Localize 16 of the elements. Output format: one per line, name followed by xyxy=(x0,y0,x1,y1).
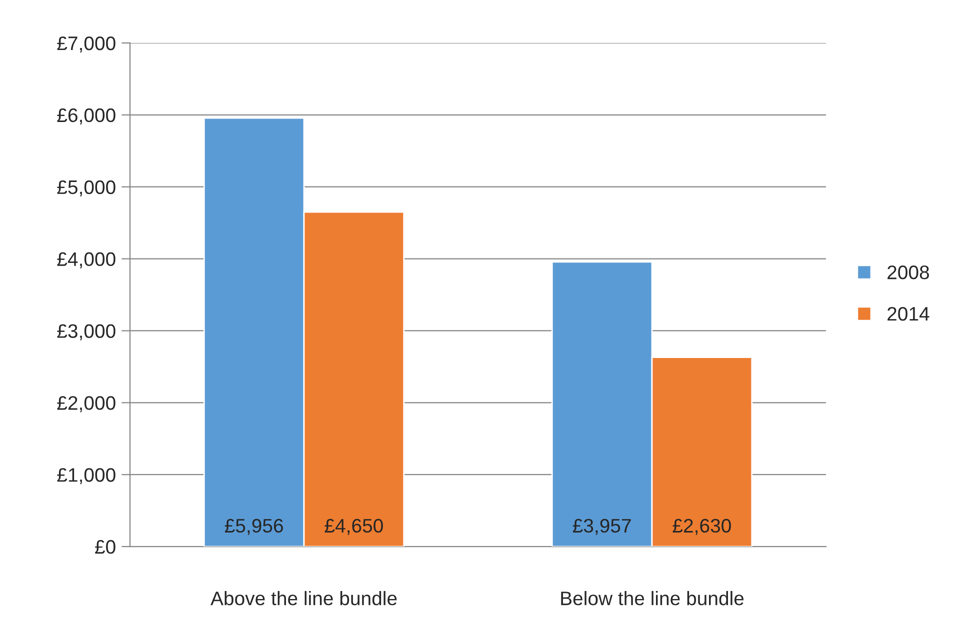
y-tick-label: £2,000 xyxy=(57,396,116,412)
x-tick-label: Above the line bundle xyxy=(210,590,397,606)
y-tick-label: £5,000 xyxy=(57,180,116,196)
y-tick-label: £1,000 xyxy=(57,468,116,484)
y-tick-label: £6,000 xyxy=(57,108,116,124)
legend-label: 2014 xyxy=(888,306,930,321)
y-tick-label: £3,000 xyxy=(57,324,116,340)
data-label: £4,650 xyxy=(324,518,383,535)
data-label: £3,957 xyxy=(572,518,631,535)
y-tick-label: £4,000 xyxy=(57,252,116,268)
data-label: £5,956 xyxy=(224,518,283,535)
x-tick-label: Below the line bundle xyxy=(561,590,744,606)
y-tick-label: £7,000 xyxy=(57,36,116,53)
y-tick-label: £0 xyxy=(95,540,116,554)
data-label: £2,630 xyxy=(672,518,731,535)
legend-label: 2008 xyxy=(888,265,929,280)
